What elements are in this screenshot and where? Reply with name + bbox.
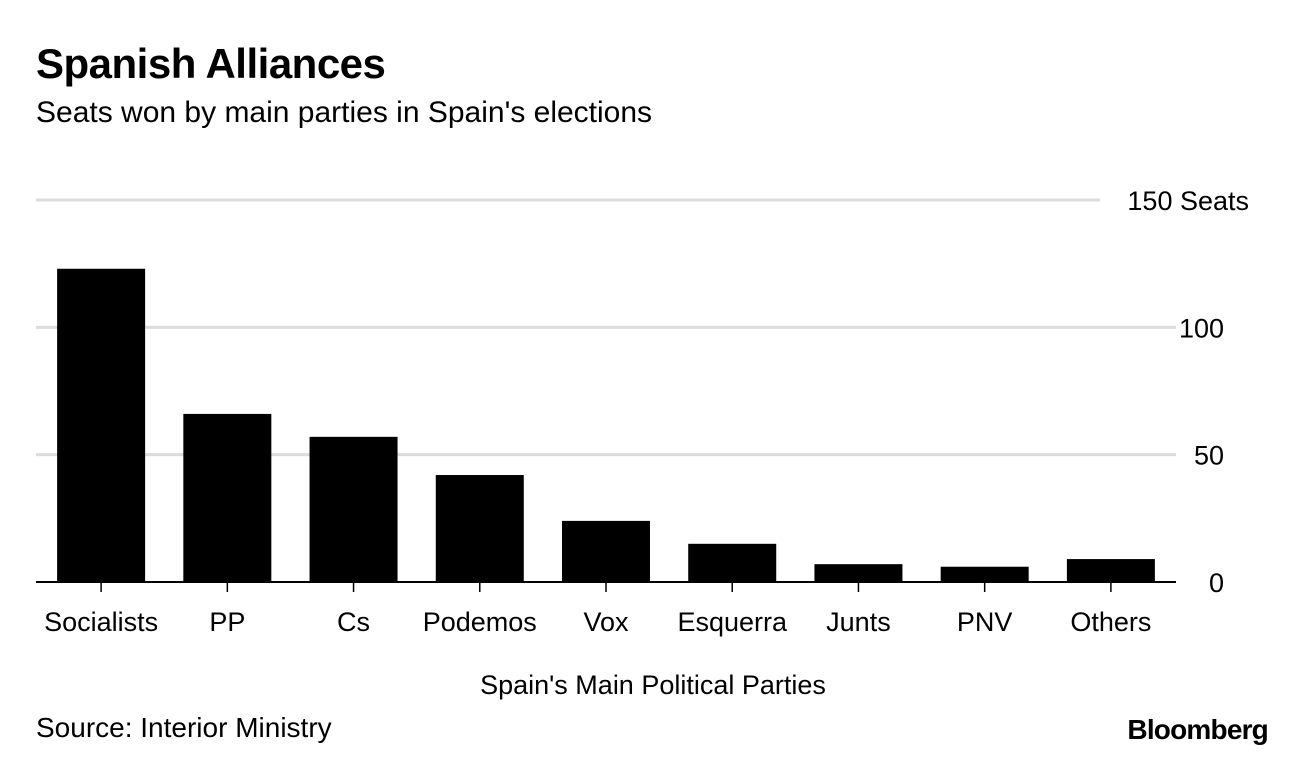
chart-title: Spanish Alliances — [36, 40, 386, 87]
y-tick-label: 0 — [1209, 568, 1224, 598]
bar-socialists — [57, 268, 146, 582]
bar-pnv — [940, 566, 1029, 582]
bar-cs — [309, 436, 398, 582]
x-tick-label: Cs — [337, 607, 370, 637]
x-tick-label: Others — [1070, 607, 1151, 637]
bar-pp — [183, 413, 272, 582]
x-axis-title: Spain's Main Political Parties — [480, 670, 826, 700]
bar-podemos — [435, 475, 524, 582]
x-tick-labels: Socialists PP Cs Podemos Vox Esquerra Junts PNV… — [44, 607, 1151, 637]
x-tick-label: Vox — [583, 607, 629, 637]
source-note: Source: Interior Ministry — [36, 712, 332, 743]
x-tick-label: Esquerra — [677, 607, 788, 637]
x-tick-label: Podemos — [423, 607, 537, 637]
bar-junts — [814, 564, 903, 582]
bloomberg-logo: Bloomberg — [1127, 714, 1268, 745]
y-tick-label: 50 — [1194, 441, 1224, 471]
chart-subtitle: Seats won by main parties in Spain's ele… — [36, 96, 653, 129]
y-tick-label: 100 — [1179, 313, 1224, 343]
x-axis — [36, 581, 1176, 592]
x-tick-label: Socialists — [44, 607, 158, 637]
bar-others — [1066, 559, 1155, 582]
bars — [57, 268, 1155, 582]
y-tick-labels: 0 50 100 150 Seats — [1127, 186, 1249, 598]
x-tick-label: Junts — [826, 607, 891, 637]
x-tick-label: PNV — [957, 607, 1013, 637]
bar-vox — [562, 520, 650, 582]
y-tick-label: 150 Seats — [1127, 186, 1249, 216]
x-tick-label: PP — [209, 607, 245, 637]
bar-esquerra — [688, 543, 777, 582]
